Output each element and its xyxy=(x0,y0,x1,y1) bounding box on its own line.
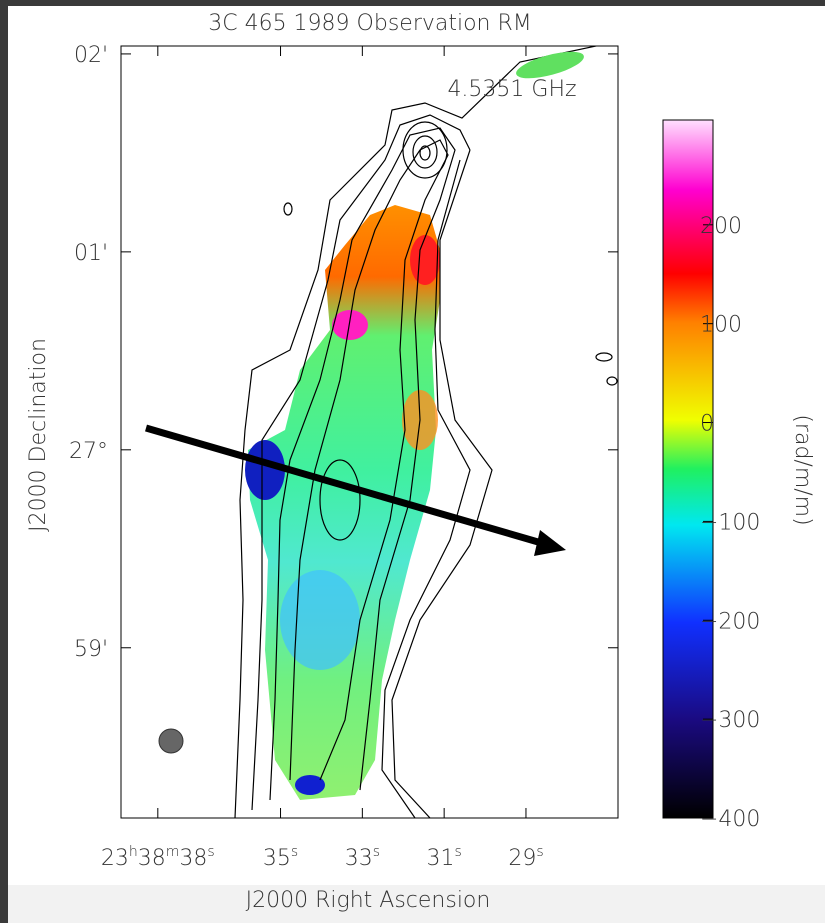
border xyxy=(0,0,825,6)
colorbar-tick-label: −100 xyxy=(700,510,760,535)
image xyxy=(234,46,618,818)
x-tick-label: 33s xyxy=(345,844,380,871)
arrow xyxy=(145,424,546,548)
rm-blob xyxy=(245,440,285,500)
colorbar-tick-label: −400 xyxy=(700,807,760,832)
contour xyxy=(606,376,618,386)
contour xyxy=(283,202,293,216)
colorbar-tick-label: −300 xyxy=(700,708,760,733)
rm-blob xyxy=(280,570,360,670)
contour xyxy=(412,135,438,169)
contour xyxy=(269,127,456,801)
contour xyxy=(419,145,431,161)
y-axis-label: J2000 Declination xyxy=(26,338,51,532)
annotation: 4.5351 GHz xyxy=(447,77,576,102)
colorbar-tick-label: −200 xyxy=(700,609,760,634)
rm-blob xyxy=(332,310,368,340)
x-tick-label: 29s xyxy=(508,844,543,871)
colorbar-tick-label: 200 xyxy=(700,214,742,239)
contour xyxy=(234,46,599,818)
beam xyxy=(158,728,184,754)
chart-title: 3C 465 1989 Observation RM xyxy=(208,11,532,36)
contour xyxy=(402,121,448,179)
y-tick-label: 01' xyxy=(74,241,108,266)
x-tick-label: 23h38m38s xyxy=(101,844,215,871)
colorbar-tick-label: 0 xyxy=(700,412,714,437)
colorbar xyxy=(662,119,714,819)
footer-strip xyxy=(8,885,825,923)
x-axis-label: J2000 Right Ascension xyxy=(246,888,491,913)
contour xyxy=(251,114,471,818)
plot-frame xyxy=(120,45,619,819)
contour xyxy=(289,139,449,781)
y-tick-label: 27° xyxy=(69,439,108,464)
border xyxy=(0,0,8,923)
x-tick-label: 31s xyxy=(427,844,462,871)
rm-blob xyxy=(295,775,325,795)
contour xyxy=(319,459,361,541)
y-tick-label: 02' xyxy=(74,43,108,68)
colorbar-tick-label: 100 xyxy=(700,313,742,338)
contour xyxy=(595,352,613,362)
y-tick-label: 59' xyxy=(74,637,108,662)
rm-blob xyxy=(410,235,440,285)
x-tick-label: 35s xyxy=(263,844,298,871)
rm-blob xyxy=(516,51,584,79)
colorbar-label: (rad/m/m) xyxy=(790,414,815,525)
arrow-head xyxy=(534,530,566,556)
